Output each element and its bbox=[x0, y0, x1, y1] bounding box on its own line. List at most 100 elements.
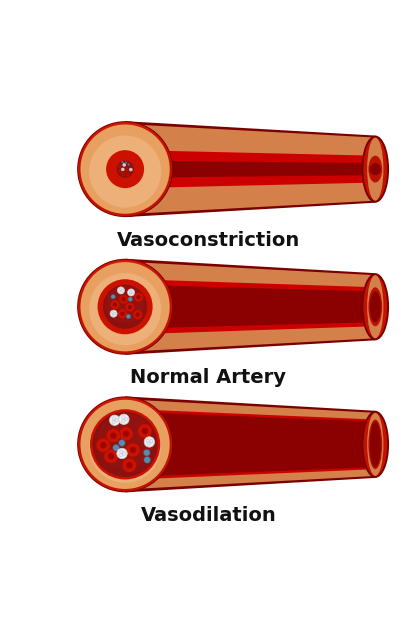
Circle shape bbox=[123, 431, 129, 437]
Circle shape bbox=[121, 312, 125, 316]
Circle shape bbox=[77, 396, 173, 492]
Text: Vasodilation: Vasodilation bbox=[141, 506, 276, 525]
Circle shape bbox=[113, 444, 119, 451]
Circle shape bbox=[96, 438, 111, 453]
Circle shape bbox=[136, 312, 140, 317]
Circle shape bbox=[110, 433, 117, 439]
Circle shape bbox=[103, 285, 147, 329]
Circle shape bbox=[126, 314, 131, 319]
Polygon shape bbox=[125, 124, 375, 214]
Circle shape bbox=[80, 400, 170, 489]
Circle shape bbox=[112, 314, 114, 316]
Circle shape bbox=[118, 165, 121, 168]
Ellipse shape bbox=[362, 136, 389, 203]
Circle shape bbox=[146, 439, 150, 442]
Polygon shape bbox=[125, 263, 375, 351]
Circle shape bbox=[119, 426, 133, 441]
Circle shape bbox=[128, 289, 135, 296]
Circle shape bbox=[104, 449, 118, 463]
Circle shape bbox=[120, 450, 123, 453]
Circle shape bbox=[112, 417, 116, 420]
Circle shape bbox=[100, 442, 106, 448]
Circle shape bbox=[129, 168, 132, 171]
Circle shape bbox=[126, 462, 133, 469]
Ellipse shape bbox=[363, 413, 387, 475]
Polygon shape bbox=[125, 412, 375, 477]
Polygon shape bbox=[125, 130, 375, 162]
Circle shape bbox=[122, 452, 126, 455]
Polygon shape bbox=[125, 259, 375, 355]
Circle shape bbox=[121, 419, 125, 423]
Circle shape bbox=[122, 168, 123, 170]
Circle shape bbox=[126, 168, 127, 170]
Circle shape bbox=[144, 437, 155, 447]
Circle shape bbox=[143, 449, 150, 456]
Circle shape bbox=[89, 273, 161, 345]
Circle shape bbox=[121, 297, 126, 301]
Polygon shape bbox=[125, 279, 375, 334]
Circle shape bbox=[124, 418, 128, 421]
Polygon shape bbox=[125, 400, 375, 488]
Circle shape bbox=[98, 413, 153, 469]
Circle shape bbox=[128, 297, 133, 301]
Circle shape bbox=[129, 292, 131, 295]
Polygon shape bbox=[125, 262, 375, 352]
Circle shape bbox=[110, 310, 117, 317]
Circle shape bbox=[81, 123, 169, 211]
Circle shape bbox=[119, 414, 129, 424]
Circle shape bbox=[128, 305, 132, 309]
Circle shape bbox=[123, 163, 126, 167]
Circle shape bbox=[89, 135, 161, 208]
Circle shape bbox=[123, 169, 124, 170]
Circle shape bbox=[109, 415, 120, 426]
Circle shape bbox=[111, 294, 116, 299]
Circle shape bbox=[119, 290, 121, 292]
Circle shape bbox=[106, 286, 144, 323]
Circle shape bbox=[125, 302, 135, 312]
Circle shape bbox=[121, 172, 125, 176]
Circle shape bbox=[126, 443, 140, 457]
Circle shape bbox=[136, 295, 141, 299]
Circle shape bbox=[81, 398, 169, 486]
Circle shape bbox=[119, 294, 128, 304]
Ellipse shape bbox=[362, 273, 389, 341]
Circle shape bbox=[81, 260, 169, 349]
Circle shape bbox=[119, 165, 121, 167]
Circle shape bbox=[138, 424, 152, 438]
Circle shape bbox=[80, 262, 170, 351]
Circle shape bbox=[123, 165, 124, 166]
Circle shape bbox=[122, 416, 125, 419]
Circle shape bbox=[89, 411, 161, 483]
Circle shape bbox=[122, 458, 137, 473]
Text: Vasoconstriction: Vasoconstriction bbox=[117, 230, 300, 250]
Circle shape bbox=[80, 125, 170, 213]
Circle shape bbox=[142, 428, 148, 434]
Circle shape bbox=[98, 279, 153, 334]
Ellipse shape bbox=[368, 424, 380, 451]
Ellipse shape bbox=[368, 419, 382, 470]
Circle shape bbox=[131, 292, 133, 294]
Circle shape bbox=[133, 310, 143, 319]
Polygon shape bbox=[125, 160, 375, 178]
Circle shape bbox=[118, 287, 125, 294]
Ellipse shape bbox=[369, 163, 381, 175]
Circle shape bbox=[118, 161, 133, 176]
Circle shape bbox=[130, 169, 131, 170]
Polygon shape bbox=[125, 285, 375, 329]
Circle shape bbox=[127, 173, 129, 175]
Circle shape bbox=[119, 170, 123, 173]
Circle shape bbox=[115, 418, 118, 422]
Circle shape bbox=[90, 409, 160, 480]
Circle shape bbox=[116, 160, 134, 178]
Ellipse shape bbox=[367, 413, 384, 476]
Circle shape bbox=[121, 289, 123, 292]
Polygon shape bbox=[125, 271, 375, 290]
Circle shape bbox=[150, 439, 153, 443]
Circle shape bbox=[122, 173, 124, 175]
Text: Normal Artery: Normal Artery bbox=[131, 368, 286, 387]
Polygon shape bbox=[125, 267, 375, 300]
Circle shape bbox=[121, 168, 124, 171]
Circle shape bbox=[113, 302, 117, 307]
Polygon shape bbox=[125, 408, 375, 428]
Circle shape bbox=[125, 168, 128, 172]
